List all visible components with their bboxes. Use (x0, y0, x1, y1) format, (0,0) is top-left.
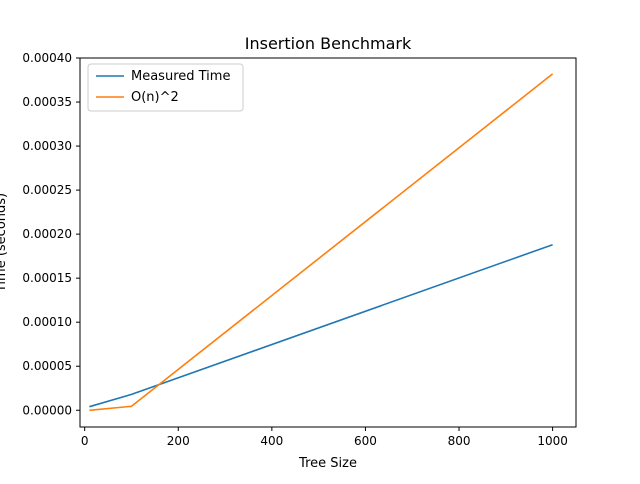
x-axis-label: Tree Size (298, 456, 357, 471)
chart-title: Insertion Benchmark (245, 34, 412, 53)
y-tick-label: 0.00015 (22, 271, 72, 285)
y-tick-label: 0.00000 (22, 403, 72, 417)
x-tick-label: 600 (354, 434, 377, 448)
y-tick-label: 0.00010 (22, 315, 72, 329)
y-tick-label: 0.00035 (22, 95, 72, 109)
legend-label: Measured Time (131, 69, 230, 84)
x-tick-label: 1000 (537, 434, 568, 448)
y-tick-label: 0.00005 (22, 359, 72, 373)
y-tick-label: 0.00025 (22, 183, 72, 197)
x-tick-label: 800 (448, 434, 471, 448)
y-axis-label: Time (seconds) (0, 193, 9, 293)
y-axis-ticks: 0.00000 0.00005 0.00010 0.00015 0.00020 0.000… (22, 51, 80, 417)
legend-label: O(n)^2 (131, 90, 179, 105)
x-tick-label: 200 (167, 434, 190, 448)
x-tick-label: 0 (81, 434, 89, 448)
y-tick-label: 0.00040 (22, 51, 72, 65)
y-tick-label: 0.00030 (22, 139, 72, 153)
y-tick-label: 0.00020 (22, 227, 72, 241)
x-tick-label: 400 (260, 434, 283, 448)
legend: Measured Time O(n)^2 (88, 64, 243, 111)
